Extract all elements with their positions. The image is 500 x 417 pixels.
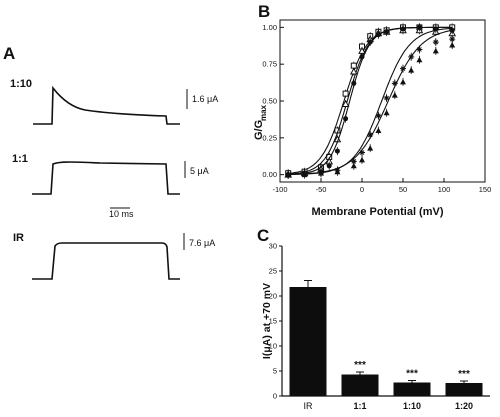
data-point-filled-circle (416, 24, 422, 30)
data-point-open-triangle (341, 99, 350, 107)
chart-c-y-tick-label: 15 (269, 317, 277, 326)
data-point-filled-triangle (383, 109, 390, 116)
chart-b-x-tick-label: 50 (399, 185, 407, 194)
data-point-star (400, 65, 406, 72)
data-point-filled-triangle (400, 78, 406, 85)
data-point-star (408, 53, 415, 60)
scale-text-1-1: 5 μA (190, 166, 209, 176)
chart-b: -100 -50 0 50 100 150 0.00 0.25 0.50 0.75 1.00 Memb… (253, 19, 492, 218)
fit-curve (288, 27, 453, 176)
panel-label-b: B (258, 2, 271, 21)
bar-1-20 (445, 383, 483, 396)
chart-c-y-axis-label: I(μA) at +70 mV (261, 283, 273, 359)
data-point-filled-circle (334, 148, 340, 154)
data-point-star (334, 167, 341, 174)
current-trace-1-10 (33, 85, 180, 125)
data-point-open-square (342, 90, 349, 97)
data-point-filled-circle (343, 116, 349, 122)
data-point-filled-circle (367, 39, 373, 45)
data-point-filled-circle (384, 29, 390, 35)
chart-c-y-tick-label: 0 (273, 392, 277, 401)
chart-b-y-tick-label: 1.00 (262, 23, 277, 32)
chart-c-y-tick-label: 30 (269, 242, 277, 251)
data-point-filled-circle (359, 54, 365, 60)
data-point-filled-triangle (359, 156, 365, 163)
chart-b-y-axis-label: G/G (253, 120, 265, 140)
data-point-filled-circle (400, 26, 406, 32)
bar-1-10 (393, 382, 431, 396)
data-point-star (449, 36, 456, 43)
current-trace-1-1 (32, 161, 180, 195)
data-point-star (367, 131, 374, 138)
current-trace-ir (32, 242, 180, 280)
significance-label: *** (406, 369, 418, 380)
chart-c-y-tick-label: 20 (269, 292, 277, 301)
chart-b-x-tick-label: -50 (316, 185, 327, 194)
data-point-filled-triangle (375, 127, 382, 133)
trace-label-1-10: 1:10 (10, 78, 33, 90)
significance-label: *** (458, 369, 470, 380)
panel-label-c: C (257, 226, 270, 245)
bar-ir (289, 287, 327, 396)
data-point-star (391, 80, 398, 87)
chart-b-y-tick-label: 0.75 (262, 60, 277, 69)
data-point-open-triangle (349, 67, 358, 75)
data-point-star (301, 170, 308, 177)
data-point-open-square (350, 62, 357, 69)
data-point-filled-triangle (408, 67, 415, 73)
data-point-filled-triangle (350, 162, 357, 169)
data-point-filled-triangle (432, 47, 439, 54)
chart-b-y-tick-label: 0.25 (262, 133, 277, 142)
chart-c-category-label: IR (304, 401, 314, 411)
chart-b-x-tick-label: 0 (360, 185, 364, 194)
trace-label-1-1: 1:1 (12, 153, 28, 165)
fit-curve (288, 26, 453, 175)
chart-c-y-tick-label: 5 (273, 367, 277, 376)
chart-c-y-tick-label: 10 (269, 342, 277, 351)
data-point-filled-triangle (367, 145, 374, 151)
chart-b-x-tick-label: 100 (438, 185, 451, 194)
scale-text-1-10: 1.6 μA (192, 94, 219, 104)
significance-label: *** (354, 360, 366, 371)
chart-b-x-axis-label: Membrane Potential (mV) (311, 206, 443, 218)
data-point-filled-triangle (449, 42, 456, 48)
data-point-filled-triangle (391, 92, 398, 98)
data-point-star (383, 95, 390, 102)
chart-b-y-tick-label: 0.50 (262, 97, 277, 106)
time-scale-text: 10 ms (109, 209, 134, 219)
data-point-filled-circle (375, 32, 381, 38)
chart-b-y-axis-label-sub: max (259, 104, 268, 121)
data-point-star (350, 158, 357, 165)
chart-b-x-tick-label: -100 (272, 185, 287, 194)
chart-c-category-label: 1:10 (403, 401, 421, 411)
panel-a-traces (32, 85, 188, 280)
data-point-star (375, 112, 382, 119)
data-point-star (416, 46, 423, 53)
chart-b-x-tick-label: 150 (479, 185, 492, 194)
bar-1-1 (341, 374, 379, 396)
data-point-star (318, 170, 324, 177)
chart-c: 0 5 10 15 20 25 30 I(μA) at +70 mV IR *** 1:1 *** 1:… (261, 242, 490, 411)
panel-label-a: A (3, 44, 16, 63)
trace-label-ir: IR (13, 232, 24, 244)
data-point-star (432, 39, 439, 46)
chart-c-category-label: 1:20 (455, 401, 473, 411)
data-point-star (359, 149, 365, 156)
chart-b-frame (279, 19, 486, 183)
data-point-filled-triangle (416, 56, 423, 63)
scale-text-ir: 7.6 μA (189, 238, 216, 248)
fit-curve (288, 29, 453, 175)
chart-b-y-tick-label: 0.00 (262, 170, 277, 179)
data-point-filled-circle (351, 80, 357, 86)
data-point-star (285, 171, 292, 178)
chart-c-y-tick-label: 25 (269, 267, 277, 276)
chart-c-category-label: 1:1 (353, 401, 366, 411)
data-point-filled-circle (326, 163, 332, 169)
